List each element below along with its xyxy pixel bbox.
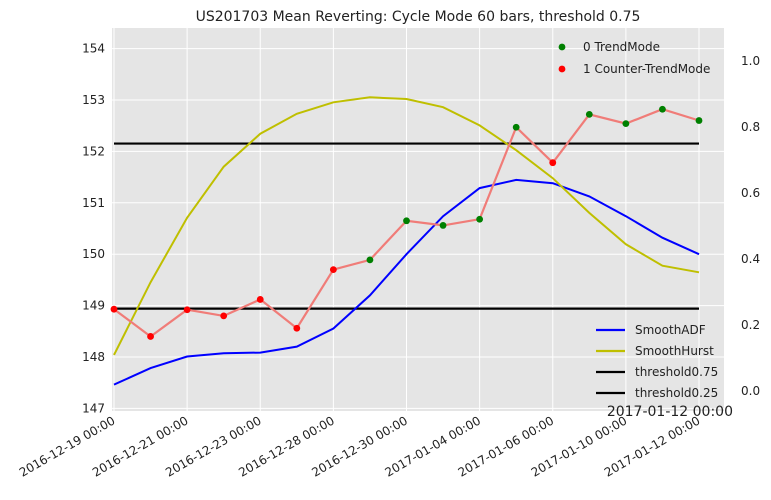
left-y-tick-label: 147 xyxy=(82,401,105,415)
legend-label: 1 Counter-TrendMode xyxy=(583,62,710,76)
price-points xyxy=(110,105,703,340)
price-point xyxy=(695,117,703,124)
price-point xyxy=(220,312,228,320)
plot-background xyxy=(112,28,724,411)
price-point xyxy=(403,217,410,225)
series-line-SmoothADF xyxy=(113,178,700,386)
mode-legend: 0 TrendMode 1 Counter-TrendMode xyxy=(558,40,710,76)
price-point xyxy=(256,296,264,303)
price-point xyxy=(147,333,154,340)
price-point xyxy=(549,159,557,167)
price-point xyxy=(329,266,337,274)
left-y-tick-label: 149 xyxy=(82,299,105,313)
right-y-tick-label: 0.0 xyxy=(741,384,760,398)
right-y-tick-label: 0.8 xyxy=(741,120,760,134)
legend-label: threshold0.25 xyxy=(635,386,718,400)
right-y-axis: 0.0 0.2 0.4 0.6 0.8 1.0 xyxy=(741,54,760,398)
chart-title: US201703 Mean Reverting: Cycle Mode 60 b… xyxy=(196,9,641,25)
legend-label: 0 TrendMode xyxy=(583,40,660,54)
legend-label: SmoothADF xyxy=(635,323,706,337)
left-y-tick-label: 150 xyxy=(82,247,105,261)
left-y-tick-label: 152 xyxy=(82,144,105,158)
right-y-tick-label: 1.0 xyxy=(741,54,760,68)
legend-label: SmoothHurst xyxy=(635,344,714,358)
price-point xyxy=(293,324,301,332)
price-point xyxy=(622,120,630,128)
legend-marker xyxy=(558,43,566,51)
price-point xyxy=(439,222,447,229)
price-point xyxy=(585,110,593,118)
left-y-tick-label: 148 xyxy=(82,350,105,364)
left-y-axis: 147 148 149 150 151 152 153 154 xyxy=(82,42,105,416)
price-point xyxy=(659,105,666,113)
series-legend: SmoothADF SmoothHurst threshold0.75 thresho… xyxy=(596,323,718,400)
cursor-readout: 2017-01-12 00:00 xyxy=(607,404,733,420)
left-y-tick-label: 154 xyxy=(82,42,105,56)
right-y-tick-label: 0.2 xyxy=(741,318,760,332)
legend-marker xyxy=(558,65,566,73)
grid xyxy=(112,28,724,411)
series-line-SmoothHurst xyxy=(113,96,700,356)
right-y-tick-label: 0.4 xyxy=(741,252,760,266)
right-y-tick-label: 0.6 xyxy=(741,186,760,200)
price-point xyxy=(512,123,520,131)
price-point xyxy=(366,256,374,264)
left-y-tick-label: 151 xyxy=(82,196,105,210)
legend-label: threshold0.75 xyxy=(635,365,718,379)
price-point xyxy=(110,305,118,313)
price-point xyxy=(183,306,191,314)
price-point xyxy=(476,215,484,223)
left-y-tick-label: 153 xyxy=(82,93,105,107)
